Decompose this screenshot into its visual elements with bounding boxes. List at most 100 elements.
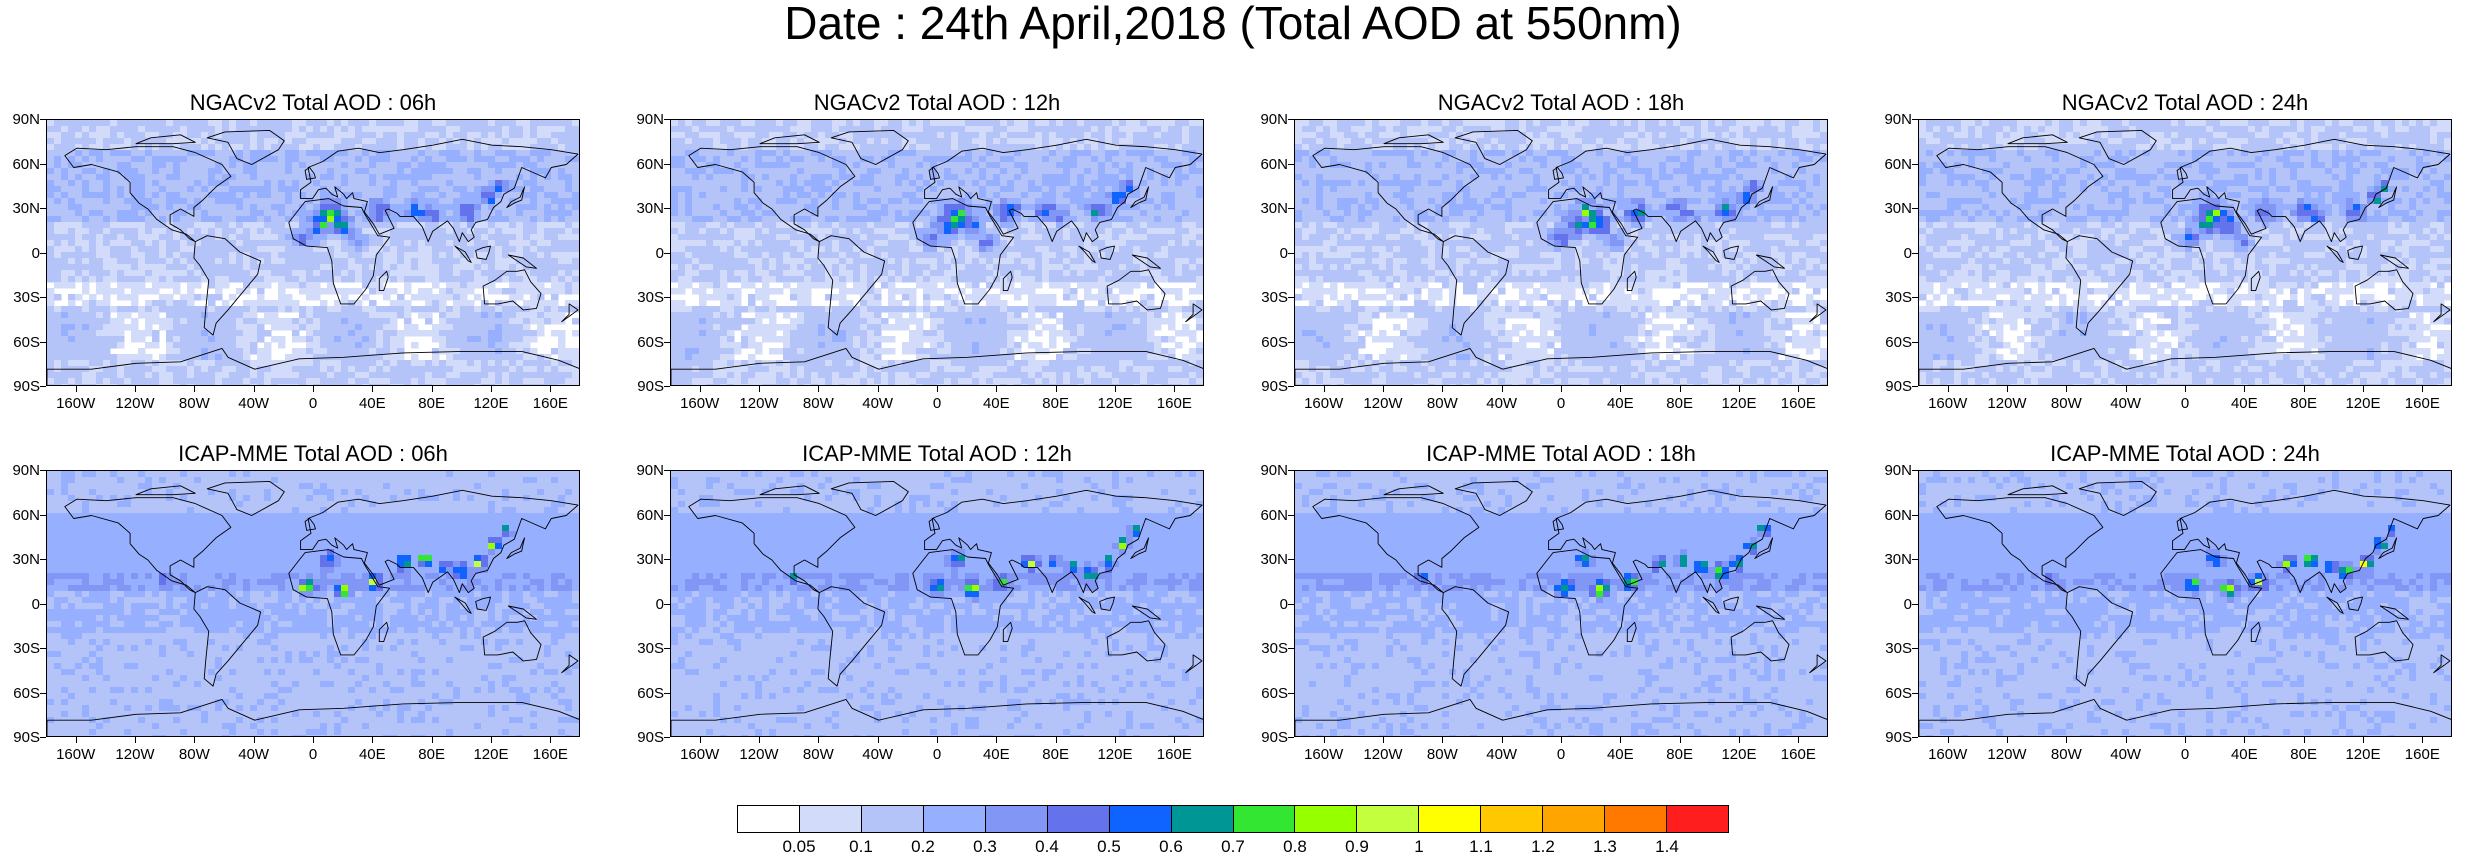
lon-tick-label: 160E [1768,747,1828,762]
lat-tick [1912,386,1918,387]
lat-tick [1912,559,1918,560]
lon-tick-label: 0 [2155,747,2215,762]
lat-tick [664,693,670,694]
lon-tick-label: 80W [1412,747,1472,762]
lat-tick [1288,342,1294,343]
lon-tick [2007,386,2008,392]
lat-tick-label: 30S [0,641,40,656]
lon-tick-label: 160E [1768,396,1828,411]
lat-tick [40,208,46,209]
lon-tick [1056,386,1057,392]
lat-tick-label: 90S [0,730,40,745]
lat-tick-label: 90N [1872,463,1912,478]
lon-tick-label: 80W [788,747,848,762]
lat-tick-label: 60N [1872,508,1912,523]
lon-tick-label: 120W [1353,396,1413,411]
lat-tick-label: 60S [624,335,664,350]
lat-tick-label: 60S [1872,335,1912,350]
lat-tick [40,253,46,254]
lat-tick [1912,515,1918,516]
lat-tick [1288,693,1294,694]
lon-tick-label: 160W [1918,747,1978,762]
lon-tick [372,737,373,743]
lat-tick-label: 30S [1248,641,1288,656]
lon-tick [700,737,701,743]
lon-tick [878,386,879,392]
lon-tick [1620,737,1621,743]
lon-tick [372,386,373,392]
colorbar-label: 1.1 [1451,838,1511,855]
lat-tick-label: 30N [0,552,40,567]
lon-tick-label: 80E [1650,396,1710,411]
lat-tick [40,342,46,343]
colorbar-label: 0.4 [1017,838,1077,855]
lon-tick-label: 120W [105,747,165,762]
lat-tick [664,342,670,343]
lon-tick [1948,737,1949,743]
lon-tick [2007,737,2008,743]
colorbar-swatch [1481,806,1543,832]
aod-field [1295,120,1828,386]
lat-tick-label: 60S [0,686,40,701]
lat-tick-label: 90N [624,112,664,127]
lat-tick [40,515,46,516]
lat-tick [1912,119,1918,120]
lat-tick-label: 0 [0,597,40,612]
lon-tick-label: 160W [46,396,106,411]
lon-tick [1798,737,1799,743]
lat-tick [1288,208,1294,209]
colorbar-swatch [1667,806,1728,832]
lat-tick-label: 90S [0,379,40,394]
lat-tick-label: 30S [1248,290,1288,305]
lon-tick [2304,386,2305,392]
lon-tick [76,737,77,743]
lon-tick-label: 80W [164,396,224,411]
lat-tick-label: 30S [0,290,40,305]
colorbar-label: 0.3 [955,838,1015,855]
lon-tick-label: 120W [1977,396,2037,411]
lon-tick [1739,386,1740,392]
lat-tick-label: 0 [624,246,664,261]
colorbar-swatch [862,806,924,832]
lon-tick-label: 120E [1709,747,1769,762]
panel-title: NGACv2 Total AOD : 24h [1918,90,2452,116]
lat-tick [664,208,670,209]
panel-title: ICAP-MME Total AOD : 24h [1918,441,2452,467]
lat-tick-label: 30N [1872,552,1912,567]
colorbar-label: 0.1 [831,838,891,855]
lat-tick-label: 0 [624,597,664,612]
lat-tick-label: 90S [1248,379,1288,394]
lon-tick [491,737,492,743]
lat-tick-label: 0 [0,246,40,261]
lat-tick [664,737,670,738]
lon-tick [432,386,433,392]
lon-tick [194,737,195,743]
aod-field [1919,120,2452,386]
lon-tick-label: 40W [224,747,284,762]
map-area [46,470,580,737]
panel-title: NGACv2 Total AOD : 18h [1294,90,1828,116]
lat-tick-label: 30N [1248,201,1288,216]
colorbar-swatch [1110,806,1172,832]
lon-tick [1115,386,1116,392]
lat-tick-label: 90N [1248,463,1288,478]
lon-tick-label: 160E [2392,747,2452,762]
lon-tick [2066,737,2067,743]
lat-tick [1912,693,1918,694]
lat-tick [40,386,46,387]
colorbar-swatch [738,806,800,832]
lon-tick [254,386,255,392]
lat-tick-label: 60N [0,157,40,172]
colorbar-label: 0.8 [1265,838,1325,855]
colorbar-swatch [800,806,862,832]
lat-tick [1912,648,1918,649]
lat-tick-label: 60S [0,335,40,350]
lat-tick-label: 60S [624,686,664,701]
lon-tick-label: 0 [1531,747,1591,762]
lat-tick [1288,648,1294,649]
lat-tick-label: 60N [0,508,40,523]
lon-tick-label: 40E [2214,396,2274,411]
lon-tick [1442,386,1443,392]
